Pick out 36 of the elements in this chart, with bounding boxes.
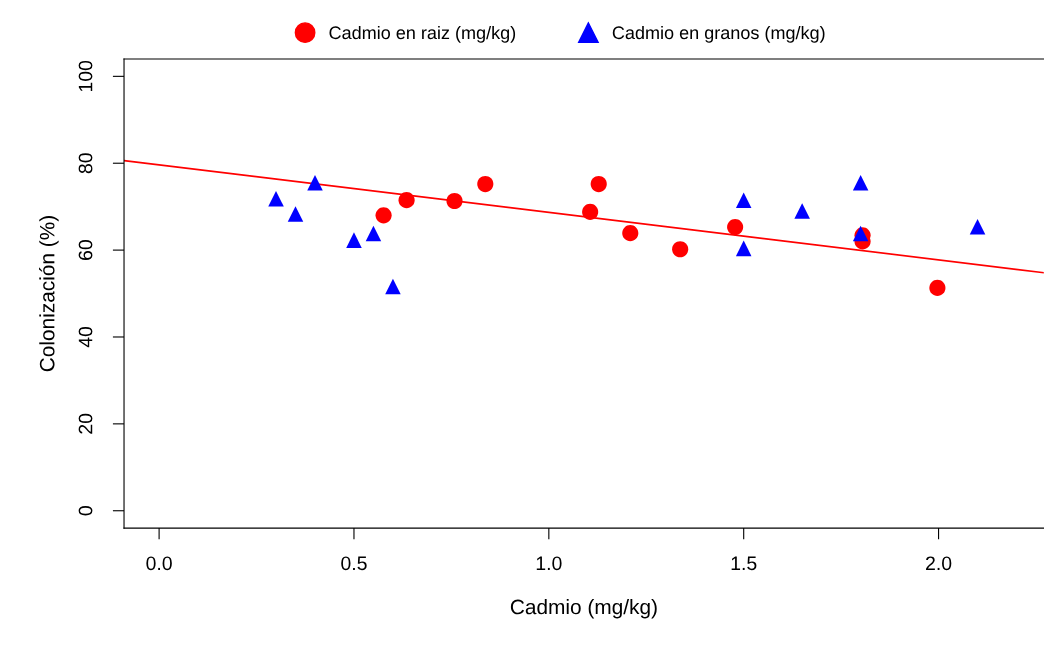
- x-tick-label: 0.0: [146, 556, 172, 571]
- legend-label: Cadmio en raiz (mg/kg): [329, 25, 516, 43]
- x-tick-label: 2.0: [926, 556, 952, 571]
- x-axis-title: Cadmio (mg/kg): [510, 599, 657, 619]
- point: [582, 203, 599, 220]
- point: [268, 191, 284, 207]
- point: [307, 175, 323, 191]
- y-tick-label: 20: [78, 413, 93, 434]
- point: [969, 218, 986, 235]
- point: [672, 241, 689, 258]
- point: [735, 192, 752, 208]
- y-tick-label: 60: [78, 240, 93, 260]
- y-tick-label: 0: [78, 506, 93, 516]
- point: [590, 176, 607, 193]
- point: [794, 203, 810, 219]
- y-tick-label: 40: [78, 326, 93, 348]
- point: [398, 192, 415, 209]
- point: [477, 176, 494, 193]
- x-tick-label: 0.5: [341, 556, 367, 571]
- point: [622, 225, 639, 242]
- point: [727, 219, 744, 236]
- point: [446, 192, 463, 210]
- point: [375, 207, 392, 224]
- legend-label: Cadmio en granos (mg/kg): [612, 25, 825, 43]
- y-axis-title: Colonización (%): [39, 216, 59, 372]
- point: [929, 279, 946, 296]
- y-tick-label: 100: [78, 60, 93, 92]
- point: [385, 278, 401, 295]
- y-tick-label: 80: [78, 153, 93, 174]
- point: [365, 225, 382, 242]
- point: [852, 175, 869, 191]
- x-tick-label: 1.5: [731, 556, 757, 571]
- point: [346, 232, 362, 248]
- x-tick-label: 1.0: [536, 556, 562, 571]
- point: [735, 240, 752, 257]
- point: [287, 206, 304, 222]
